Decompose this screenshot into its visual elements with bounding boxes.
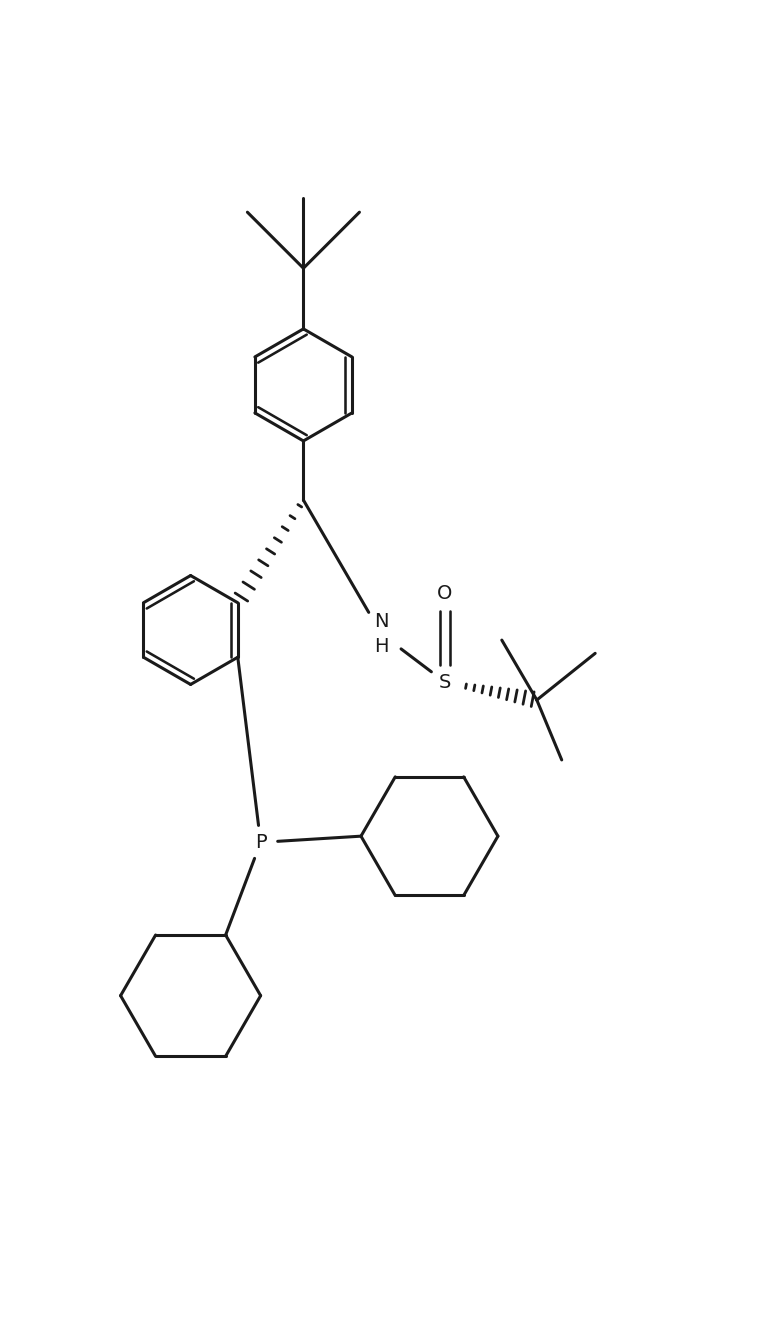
- Text: O: O: [437, 584, 453, 602]
- Text: N: N: [374, 612, 388, 630]
- Text: P: P: [255, 833, 266, 853]
- Text: H: H: [374, 637, 388, 656]
- Text: S: S: [439, 673, 451, 692]
